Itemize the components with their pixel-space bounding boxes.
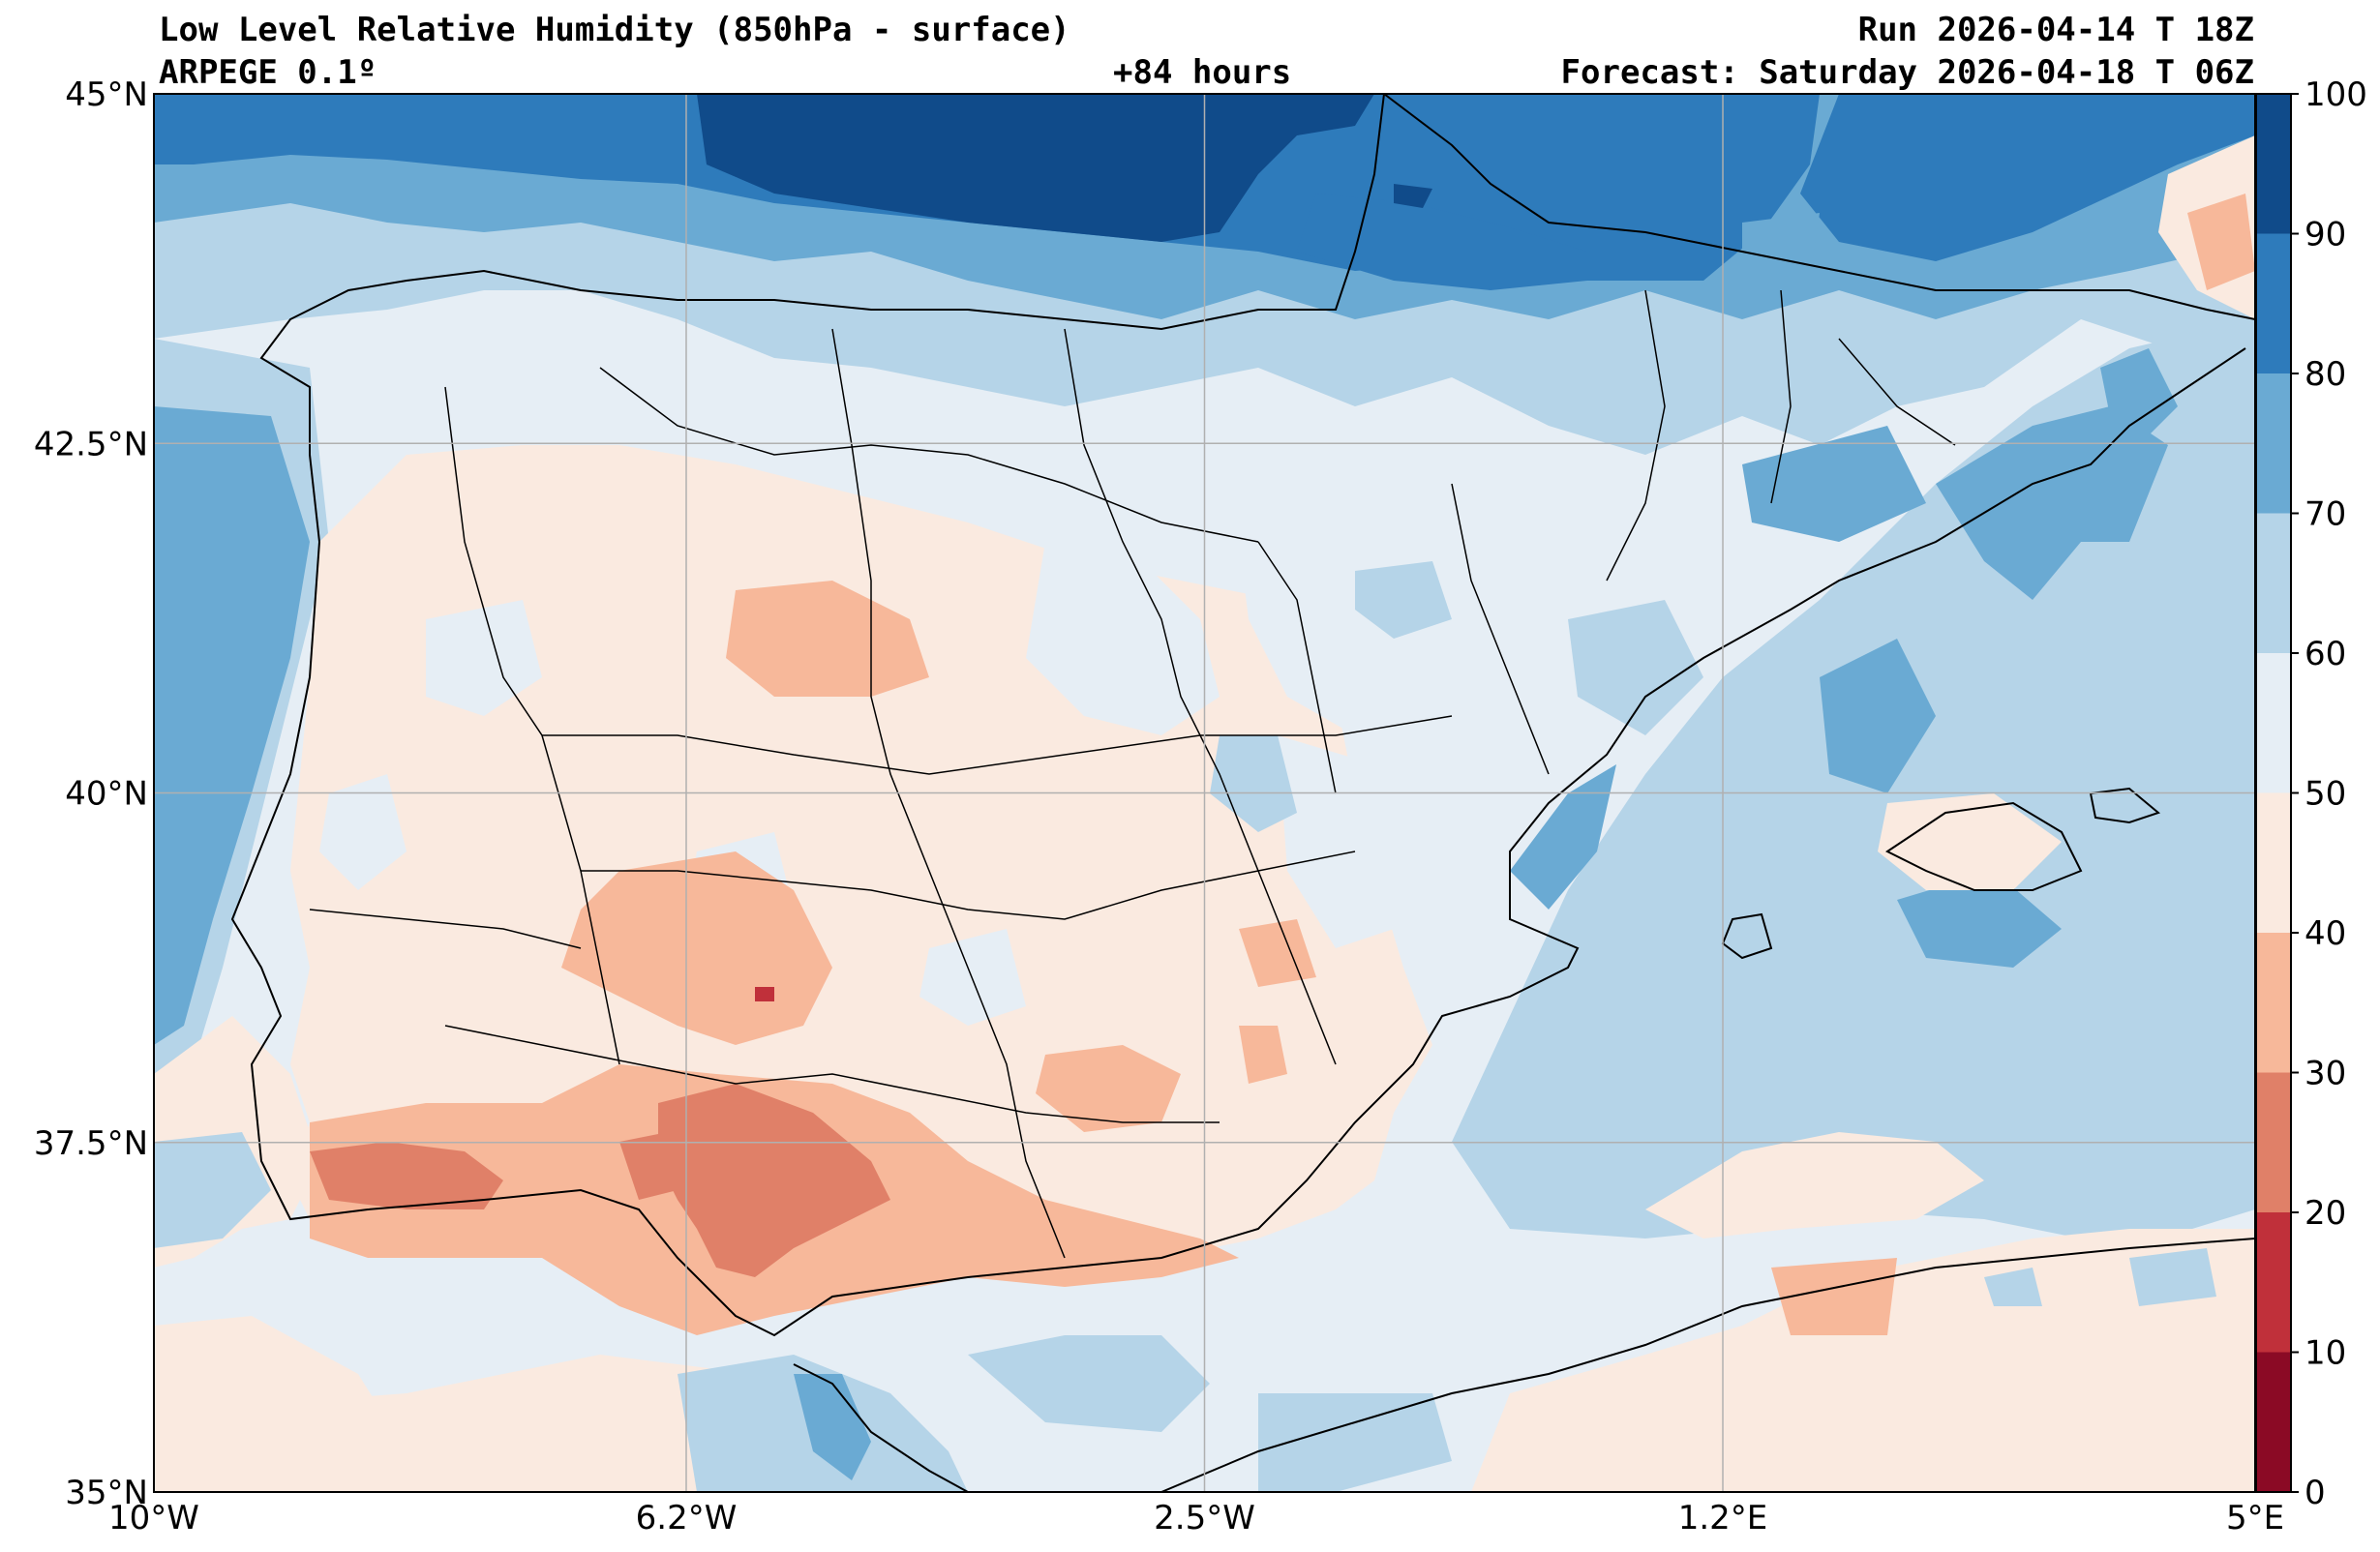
colorbar-label: 90 — [2305, 216, 2346, 254]
region-borders — [309, 289, 1956, 1259]
colorbar-label: 40 — [2305, 914, 2346, 953]
lat-tick-label: 40°N — [65, 775, 148, 814]
colorbar-swatch — [2256, 653, 2291, 793]
lat-tick-label: 35°N — [65, 1474, 148, 1512]
lat-tick-label: 37.5°N — [34, 1124, 148, 1163]
forecast-label: Forecast: Saturday 2026-04-18 T 06Z — [1560, 53, 2254, 92]
colorbar-swatch — [2256, 513, 2291, 653]
lon-tick-label: 2.5°W — [1154, 1499, 1255, 1537]
colorbar-swatch — [2256, 233, 2291, 373]
lead-time-label: +84 hours — [1113, 53, 1292, 92]
colorbar-label: 30 — [2305, 1055, 2346, 1093]
colorbar-label: 20 — [2305, 1194, 2346, 1233]
lon-tick-label: 10°W — [108, 1499, 199, 1537]
colorbar-label: 70 — [2305, 495, 2346, 534]
colorbar-swatch — [2256, 1072, 2291, 1212]
colorbar-swatch — [2256, 792, 2291, 933]
colorbar-swatch — [2256, 373, 2291, 514]
colorbar-label: 10 — [2305, 1334, 2346, 1373]
colorbar-label: 0 — [2305, 1474, 2326, 1512]
colorbar-swatch — [2256, 1352, 2291, 1492]
lon-tick-label: 6.2°W — [636, 1499, 738, 1537]
coastlines — [230, 94, 2255, 1492]
axis-labels: 10°W 6.2°W 2.5°W 1.2°E 5°E 35°N 37.5°N 40°N 42.5… — [34, 75, 2284, 1537]
colorbar-swatch — [2256, 94, 2291, 234]
colorbar-label: 100 — [2305, 75, 2367, 114]
colorbar-label: 80 — [2305, 355, 2346, 394]
run-label: Run 2026-04-14 T 18Z — [1857, 11, 2254, 49]
lat-tick-label: 42.5°N — [34, 425, 148, 463]
model-label: ARPEGE 0.1º — [159, 53, 377, 92]
colorbar-swatch — [2256, 1212, 2291, 1353]
lon-tick-label: 1.2°E — [1678, 1499, 1768, 1537]
lon-tick-label: 5°E — [2226, 1499, 2284, 1537]
colorbar-label: 60 — [2305, 635, 2346, 673]
map-title: Low Level Relative Humidity (850hPa - su… — [159, 11, 1070, 49]
lat-tick-label: 45°N — [65, 75, 148, 114]
colorbar-label: 50 — [2305, 775, 2346, 814]
colorbar: 0 10 20 30 40 50 60 70 80 90 100 — [2255, 75, 2367, 1512]
colorbar-swatch — [2256, 933, 2291, 1073]
